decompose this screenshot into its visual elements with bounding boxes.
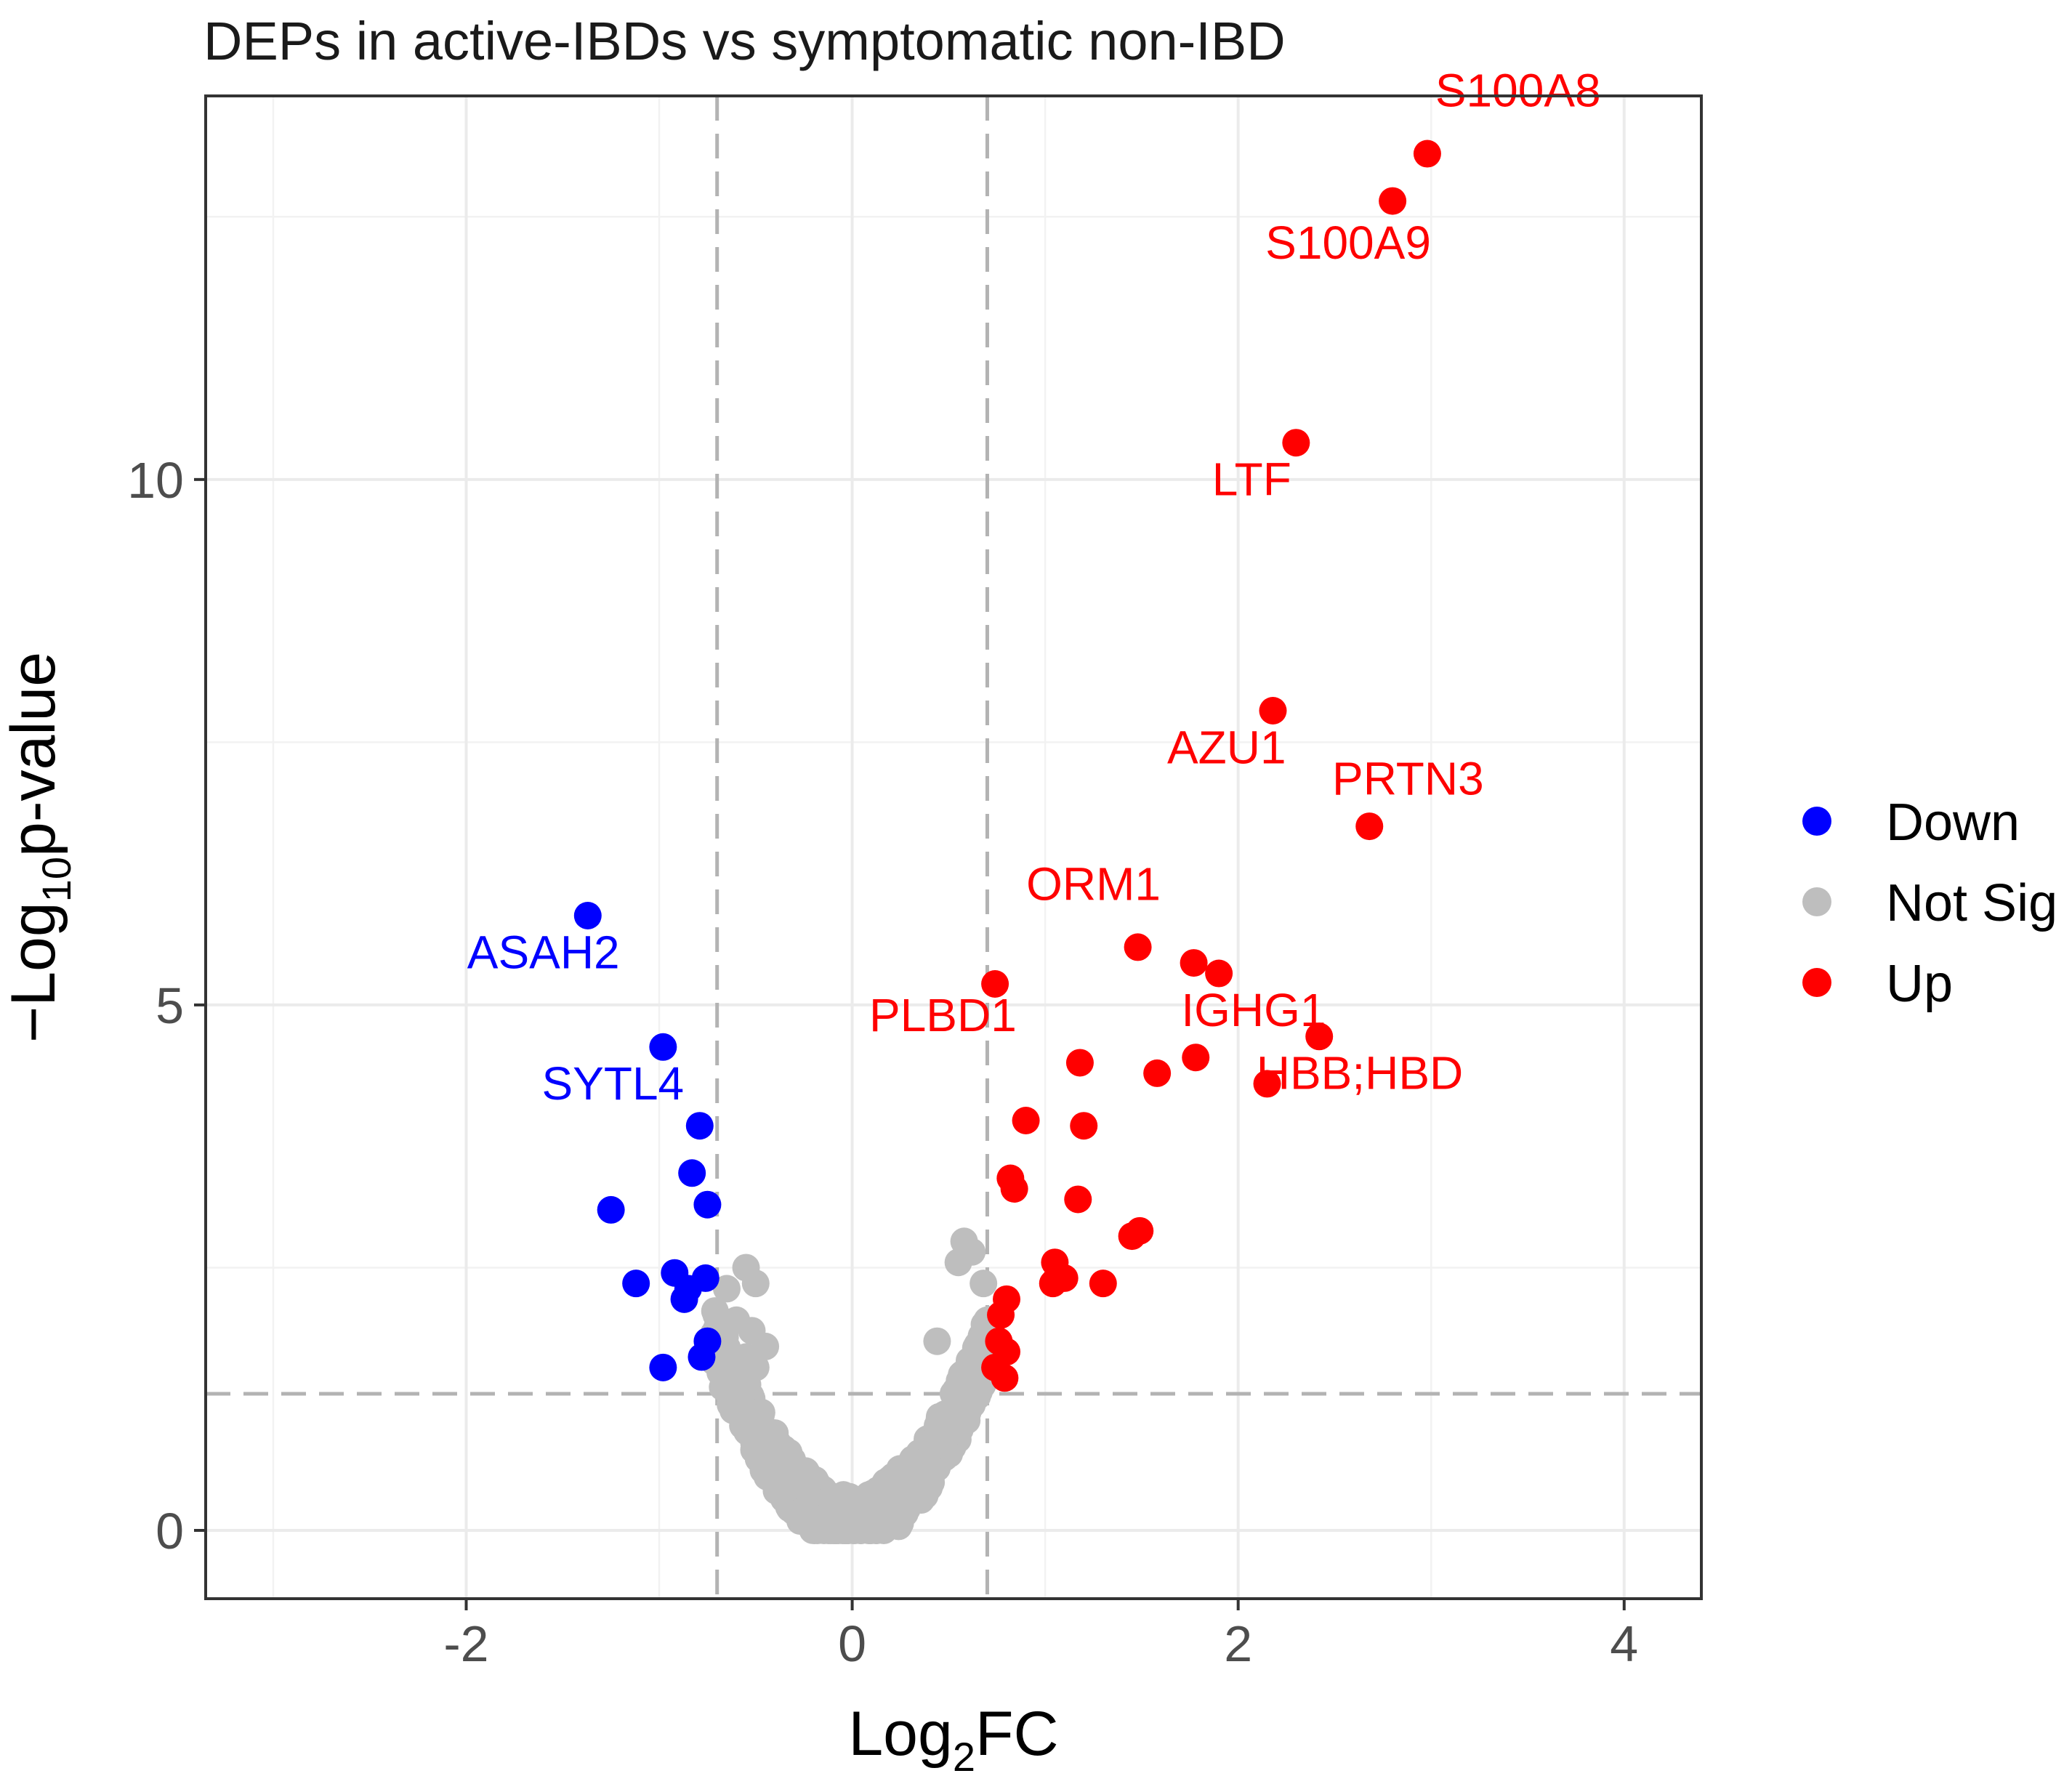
gene-label: LTF — [1212, 453, 1291, 506]
panel-background — [206, 96, 1701, 1599]
data-point-down — [685, 1112, 714, 1140]
data-point-up — [1000, 1175, 1028, 1203]
data-point-not-sig — [889, 1461, 917, 1490]
gene-label: PRTN3 — [1332, 753, 1484, 805]
x-tick-label: 2 — [1224, 1615, 1252, 1672]
legend-label: Up — [1886, 955, 1953, 1013]
data-point-down — [678, 1159, 706, 1187]
x-tick-label: -2 — [443, 1615, 488, 1672]
data-point-up — [1065, 1049, 1094, 1077]
data-point-up — [1050, 1264, 1079, 1292]
data-point-up — [1182, 1044, 1210, 1072]
data-point-up — [987, 1301, 1015, 1329]
plot-panel: S100A8 S100A9 LTF AZU1 PRTN3 ORM1 PLBD1 IGHG1 HB… — [204, 64, 1703, 1600]
gene-label: IGHG1 — [1181, 984, 1326, 1036]
legend-label: Down — [1886, 794, 2020, 852]
data-point-down — [573, 902, 602, 929]
gene-label: PLBD1 — [869, 989, 1017, 1041]
y-tick-label: 0 — [156, 1503, 184, 1559]
data-point-not-sig — [741, 1353, 770, 1381]
data-point-up — [1180, 949, 1208, 977]
x-tick-label: 4 — [1610, 1615, 1638, 1672]
data-point-not-sig — [954, 1399, 982, 1427]
data-point-up — [991, 1364, 1019, 1392]
x-tick-label: 0 — [838, 1615, 866, 1672]
legend: Down Not Sig Up — [1802, 794, 2057, 1013]
data-point-not-sig — [880, 1491, 908, 1519]
data-point-up — [1413, 140, 1441, 168]
not-sig-points — [700, 1227, 1005, 1544]
gene-label: S100A8 — [1435, 64, 1601, 116]
data-point-up — [981, 970, 1009, 998]
data-point-up — [1253, 1070, 1281, 1098]
grid-major-lines — [206, 96, 1701, 1599]
data-point-down — [597, 1195, 625, 1224]
data-point-down — [649, 1033, 677, 1061]
data-point-up — [1070, 1112, 1098, 1140]
data-point-down — [649, 1353, 677, 1381]
significant-points — [573, 140, 1441, 1392]
legend-key-up — [1802, 968, 1831, 997]
data-point-not-sig — [817, 1517, 845, 1544]
data-point-up — [1124, 933, 1152, 961]
data-point-up — [1355, 812, 1384, 841]
gene-label: HBB;HBD — [1257, 1047, 1464, 1099]
x-axis: -2 0 2 4 — [443, 1599, 1638, 1672]
legend-label: Not Sig — [1886, 874, 2057, 932]
data-point-not-sig — [970, 1270, 998, 1298]
y-tick-label: 10 — [127, 452, 184, 509]
data-point-down — [688, 1343, 716, 1371]
data-point-up — [1089, 1270, 1117, 1298]
data-point-up — [1012, 1107, 1040, 1134]
data-point-not-sig — [944, 1248, 972, 1277]
data-point-not-sig — [741, 1402, 770, 1431]
data-point-up — [1305, 1022, 1334, 1051]
data-point-up — [1259, 697, 1287, 725]
gene-labels: S100A8 S100A9 LTF AZU1 PRTN3 ORM1 PLBD1 IGHG1 HB… — [467, 64, 1601, 1110]
data-point-up — [1143, 1059, 1172, 1087]
gene-label: SYTL4 — [541, 1057, 684, 1110]
data-point-up — [1064, 1185, 1092, 1214]
y-axis: 0 5 10 — [127, 452, 206, 1559]
data-point-not-sig — [712, 1275, 741, 1303]
data-point-not-sig — [741, 1270, 770, 1298]
chart-title: DEPs in active-IBDs vs symptomatic non-I… — [203, 11, 1286, 71]
panel-border — [204, 94, 1703, 1600]
gene-label: AZU1 — [1167, 721, 1286, 773]
data-point-not-sig — [751, 1429, 779, 1457]
legend-key-down — [1802, 807, 1831, 836]
y-tick-label: 5 — [156, 977, 184, 1034]
data-point-not-sig — [917, 1468, 946, 1496]
data-point-down — [670, 1285, 698, 1313]
data-point-not-sig — [835, 1488, 863, 1517]
grid-minor-lines — [206, 96, 1701, 1599]
data-point-not-sig — [923, 1327, 951, 1355]
legend-key-not-sig — [1802, 887, 1831, 916]
x-axis-title: Log2FC — [848, 1699, 1058, 1780]
data-point-not-sig — [786, 1498, 814, 1527]
data-point-not-sig — [920, 1426, 948, 1455]
gene-label: ASAH2 — [467, 926, 620, 978]
data-point-up — [1126, 1216, 1154, 1245]
data-point-up — [1379, 187, 1407, 215]
data-point-up — [1205, 959, 1233, 988]
data-point-down — [622, 1270, 650, 1298]
data-point-down — [693, 1190, 722, 1219]
gene-label: S100A9 — [1265, 217, 1431, 269]
y-axis-title: −Log10p-value — [0, 652, 79, 1043]
gene-label: ORM1 — [1026, 857, 1161, 910]
data-point-up — [1282, 429, 1310, 457]
